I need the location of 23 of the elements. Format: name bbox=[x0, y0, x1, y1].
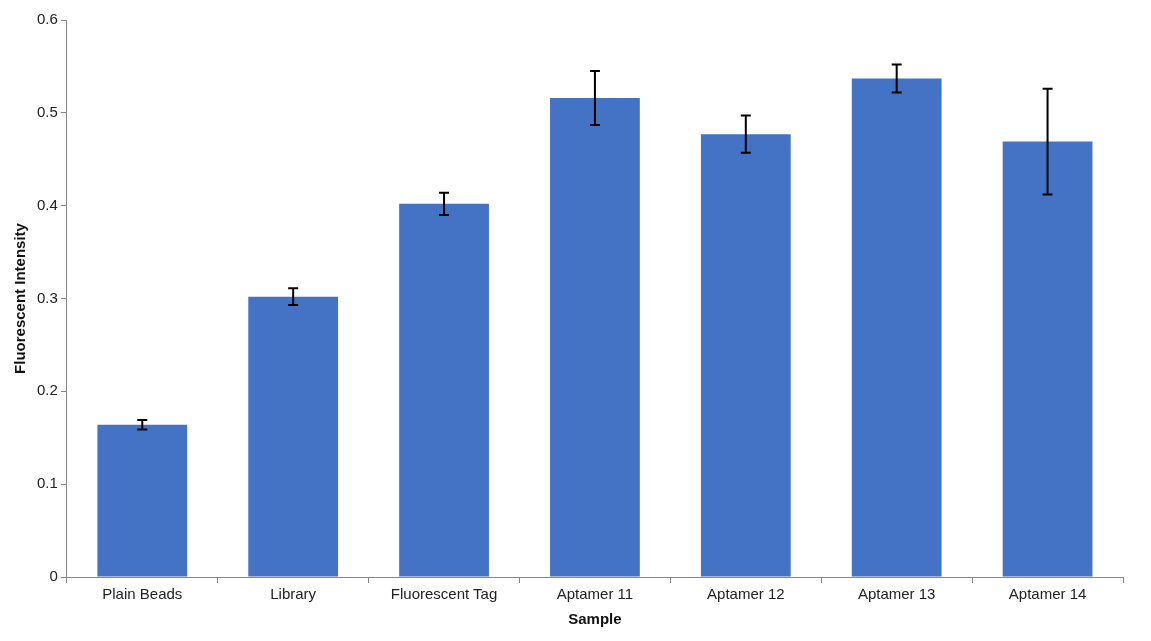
bar bbox=[97, 424, 188, 577]
x-tick-label: Aptamer 14 bbox=[1008, 585, 1087, 603]
x-tick-label: Aptamer 13 bbox=[857, 585, 936, 603]
bar bbox=[399, 203, 489, 577]
x-tick-label: Plain Beads bbox=[102, 585, 183, 603]
y-tick-label: 0.5 bbox=[36, 102, 58, 120]
y-tick-label: 0.3 bbox=[36, 288, 58, 306]
x-tick-label: Fluorescent Tag bbox=[390, 585, 498, 603]
bar bbox=[1002, 141, 1093, 577]
x-tick-label: Library bbox=[270, 585, 317, 603]
y-tick-label: 0.2 bbox=[36, 381, 58, 399]
y-tick-label: 0.1 bbox=[36, 474, 58, 492]
y-tick-label: 0.6 bbox=[36, 10, 58, 28]
y-tick-label: 0 bbox=[49, 567, 58, 585]
y-tick-label: 0.4 bbox=[36, 195, 58, 213]
x-axis-title: Sample bbox=[568, 610, 622, 628]
x-tick-label: Aptamer 12 bbox=[707, 585, 785, 603]
bar bbox=[851, 78, 942, 577]
bar bbox=[248, 296, 339, 577]
bar bbox=[700, 134, 791, 577]
y-axis-title: Fluorescent Intensity bbox=[11, 222, 29, 374]
bar bbox=[550, 97, 640, 577]
x-tick-label: Aptamer 11 bbox=[556, 585, 634, 603]
